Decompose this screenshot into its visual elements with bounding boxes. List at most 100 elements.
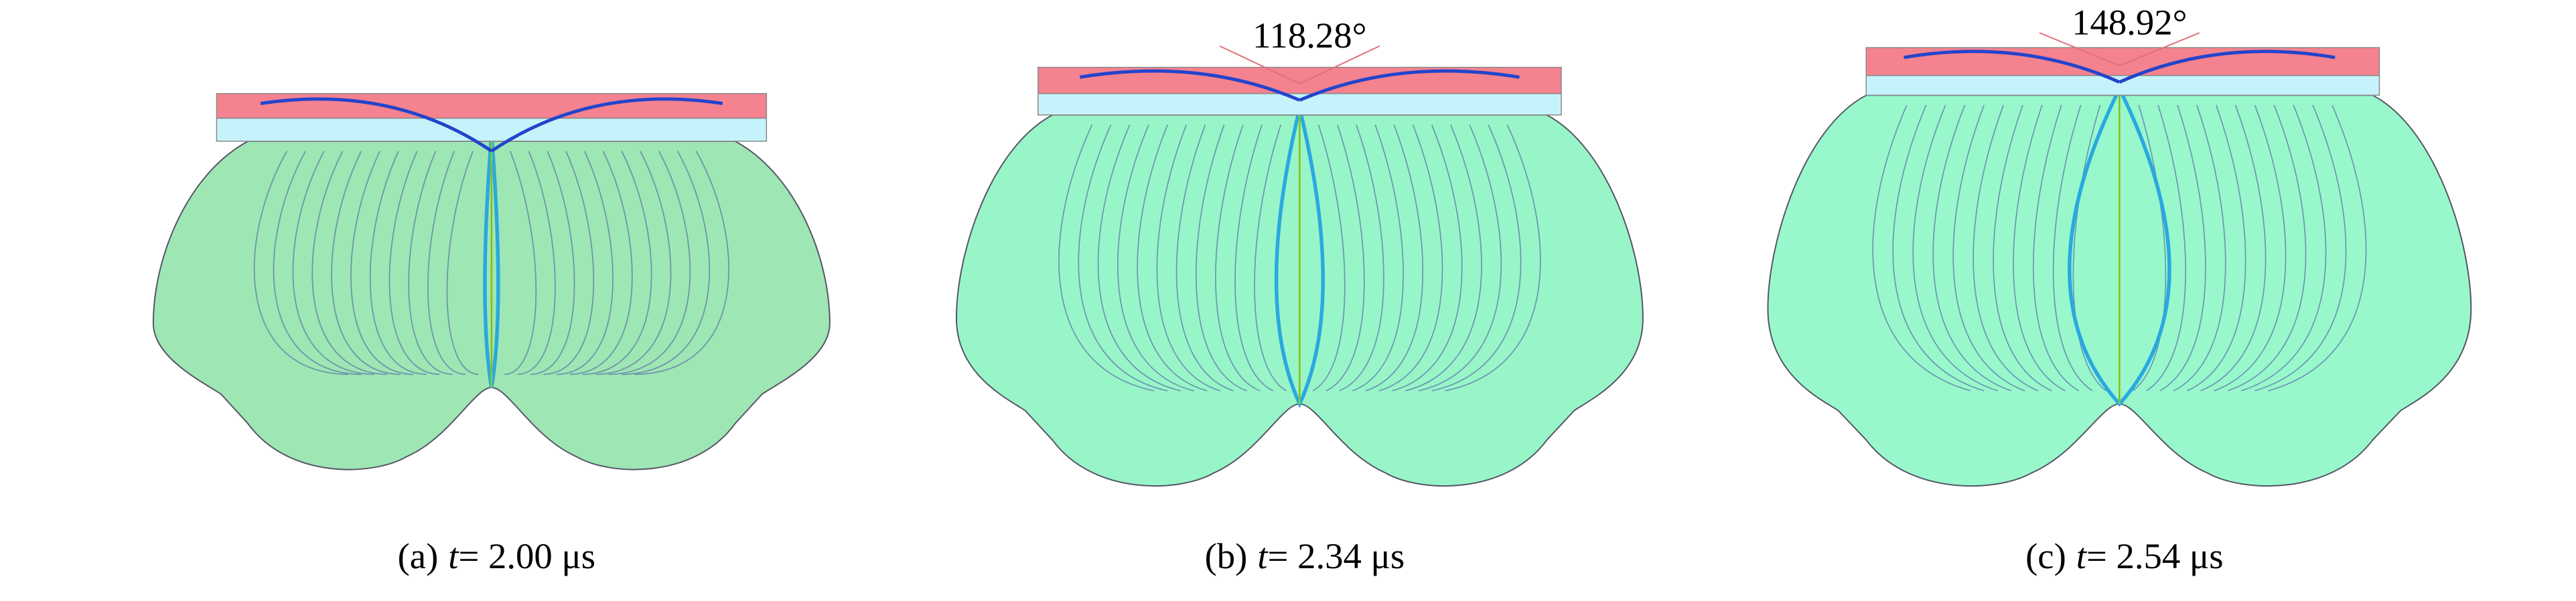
- contour-line: [1254, 124, 1287, 392]
- caption-value: = 2.00 μs: [458, 536, 595, 576]
- contour-line: [1872, 104, 1971, 392]
- contour-line: [2159, 104, 2206, 392]
- angle-line: [1299, 45, 1380, 85]
- angle-line: [2119, 32, 2200, 67]
- contour-line: [446, 151, 479, 375]
- contour-line: [1892, 104, 1985, 392]
- panel: 118.28° (b) t= 2.34 μs: [955, 15, 1644, 576]
- contour-line: [2072, 104, 2106, 392]
- contour-line: [1418, 124, 1502, 392]
- contour-line: [369, 151, 427, 375]
- angle-line: [1219, 45, 1300, 85]
- contour-line: [2214, 104, 2287, 392]
- contour-line: [2052, 104, 2093, 392]
- contour-line: [634, 151, 729, 375]
- collision-front: [490, 97, 723, 153]
- contour-line: [1993, 104, 2052, 392]
- base-plate: [1865, 75, 2380, 96]
- collision-front: [1904, 50, 2121, 84]
- caption-label: (a): [398, 536, 439, 576]
- caption: (b) t= 2.34 μs: [1205, 536, 1405, 576]
- collision-front: [2119, 50, 2336, 84]
- jet-lens: [2068, 88, 2171, 407]
- contour-line: [557, 151, 614, 375]
- contour-line: [427, 151, 466, 375]
- contour-line: [1058, 124, 1155, 392]
- contour-line: [1175, 124, 1234, 392]
- contour-line: [582, 151, 652, 375]
- caption-value: = 2.54 μs: [2086, 536, 2224, 576]
- contour-line: [2013, 104, 2066, 392]
- contour-line: [2033, 104, 2080, 392]
- panel: (a) t= 2.00 μs: [152, 93, 831, 576]
- contour-line: [608, 151, 691, 375]
- caption-value: = 2.34 μs: [1268, 536, 1405, 576]
- contour-line: [1195, 124, 1247, 392]
- contour-line: [292, 151, 374, 375]
- collision-angle: 148.92°: [2072, 3, 2187, 43]
- contour-line: [1352, 124, 1404, 392]
- caption: (a) t= 2.00 μs: [398, 536, 596, 576]
- angle-line: [2039, 32, 2120, 67]
- contour-line: [2240, 104, 2327, 392]
- contour-line: [1234, 124, 1274, 392]
- contour-line: [1117, 124, 1194, 392]
- contour-line: [1137, 124, 1208, 392]
- contour-line: [1097, 124, 1182, 392]
- contour-line: [253, 151, 349, 375]
- contour-line: [1392, 124, 1463, 392]
- base-plate: [1037, 93, 1562, 116]
- collision-angle: 118.28°: [1253, 15, 1366, 56]
- contour-line: [1078, 124, 1168, 392]
- contour-line: [1312, 124, 1346, 392]
- contour-line: [1912, 104, 1998, 392]
- contour-line: [2146, 104, 2186, 392]
- contour-line: [504, 151, 537, 375]
- contour-line: [1378, 124, 1443, 392]
- contour-line: [388, 151, 440, 375]
- caption-variable: t: [2076, 536, 2088, 576]
- caption: (c) t= 2.54 μs: [2025, 536, 2224, 576]
- contour-line: [350, 151, 414, 375]
- contour-line: [311, 151, 388, 375]
- contour-line: [2268, 104, 2367, 392]
- contour-line: [273, 151, 362, 375]
- collision-front: [260, 97, 493, 153]
- caption-label: (b): [1205, 536, 1248, 576]
- contour-line: [530, 151, 575, 375]
- caption-variable: t: [1257, 536, 1269, 576]
- panel: 148.92° (c) t= 2.54 μs: [1767, 3, 2472, 576]
- base-plate: [216, 117, 768, 142]
- contour-line: [408, 151, 453, 375]
- contour-line: [2227, 104, 2307, 392]
- contour-line: [1973, 104, 2039, 392]
- contour-line: [1339, 124, 1384, 392]
- collision-front: [1299, 69, 1520, 102]
- contour-line: [1431, 124, 1522, 392]
- contour-line: [543, 151, 595, 375]
- contour-line: [1932, 104, 2011, 392]
- flyer-plate: [216, 93, 768, 119]
- contour-line: [1215, 124, 1261, 392]
- contour-line: [2133, 104, 2167, 392]
- jet-lens: [1274, 108, 1325, 409]
- contour-line: [1405, 124, 1482, 392]
- contour-line: [331, 151, 401, 375]
- contour-line: [1326, 124, 1365, 392]
- contour-line: [1156, 124, 1221, 392]
- contour-line: [1952, 104, 2025, 392]
- contour-line: [517, 151, 556, 375]
- contour-line: [1365, 124, 1424, 392]
- contour-line: [2187, 104, 2246, 392]
- contour-line: [1445, 124, 1541, 392]
- contour-line: [2173, 104, 2226, 392]
- contour-line: [595, 151, 672, 375]
- contour-line: [2200, 104, 2267, 392]
- contour-line: [2255, 104, 2347, 392]
- contour-line: [622, 151, 710, 375]
- collision-front: [1079, 69, 1301, 102]
- caption-label: (c): [2025, 536, 2066, 576]
- contour-line: [569, 151, 633, 375]
